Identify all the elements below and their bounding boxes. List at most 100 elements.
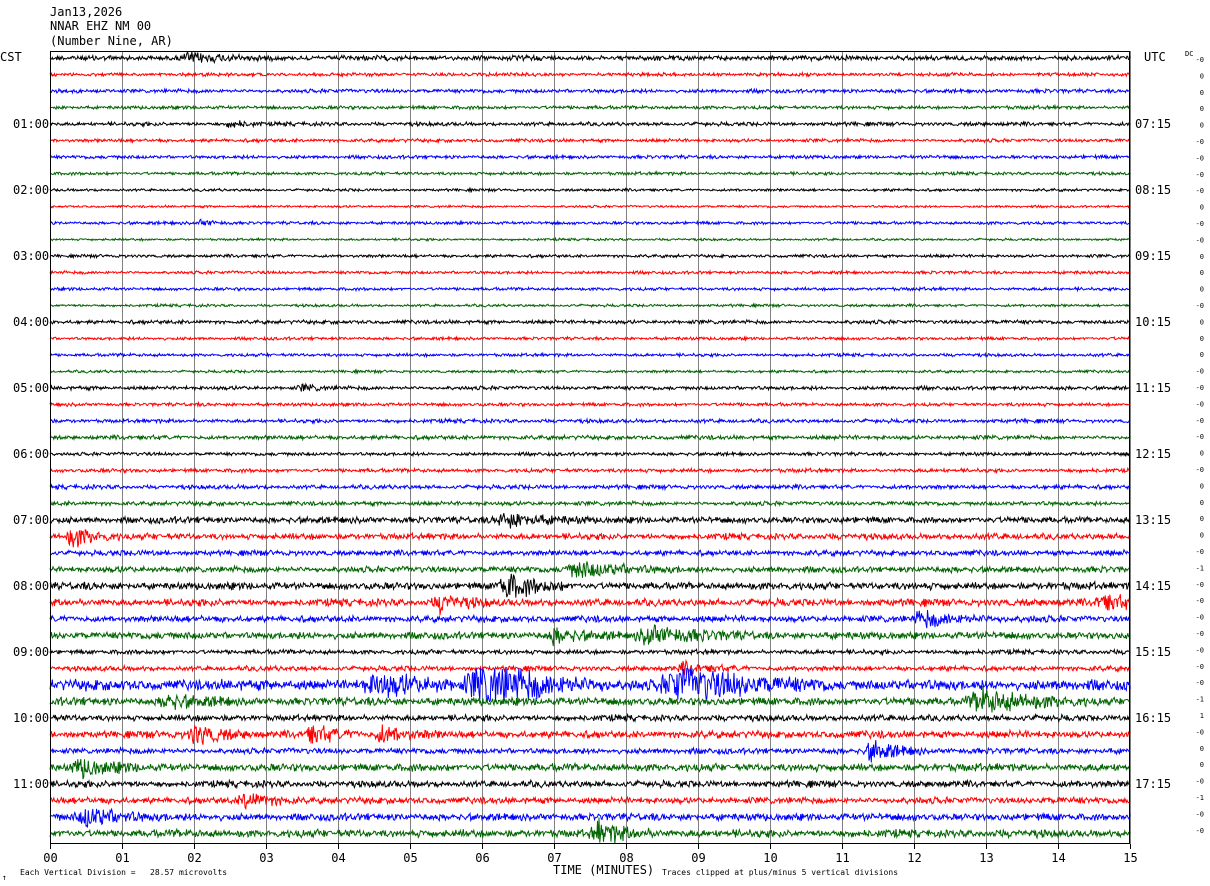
trace-row-5 [49, 136, 1131, 144]
trace-row-43 [49, 759, 1131, 780]
right-hour-label-3: 09:15 [1135, 249, 1171, 263]
x-tick-label-00: 00 [43, 851, 57, 865]
dc-offset-10: -0 [1196, 220, 1204, 228]
dc-offset-17: 0 [1200, 335, 1204, 343]
x-axis-ticks: 00 01 02 03 04 05 06 07 08 09 10 11 12 13 14 15 [43, 844, 1138, 865]
trace-row-16 [49, 318, 1131, 326]
x-tick-label-11: 11 [835, 851, 849, 865]
trace-row-31 [49, 561, 1131, 578]
dc-offset-1: 0 [1200, 72, 1204, 80]
x-tick-label-09: 09 [691, 851, 705, 865]
dc-offset-44: -0 [1196, 778, 1204, 786]
dc-offset-43: 0 [1200, 761, 1204, 769]
dc-offset-31: -1 [1196, 564, 1204, 572]
dc-offset-16: 0 [1200, 318, 1204, 326]
left-hour-label-7: 07:00 [13, 513, 49, 527]
trace-row-18 [49, 351, 1131, 359]
x-tick-label-02: 02 [187, 851, 201, 865]
scale-note: Each Vertical Division = 28.57 microvolt… [20, 868, 227, 877]
dc-offset-34: -0 [1196, 614, 1204, 622]
dc-offset-36: -0 [1196, 646, 1204, 654]
dc-offset-37: -0 [1196, 663, 1204, 671]
minute-grid [50, 51, 1131, 844]
trace-row-8 [49, 186, 1131, 194]
left-hour-label-4: 04:00 [13, 315, 49, 329]
x-tick-label-08: 08 [619, 851, 633, 865]
dc-offset-42: 0 [1200, 745, 1204, 753]
left-hour-label-9: 09:00 [13, 645, 49, 659]
dc-offset-19: -0 [1196, 368, 1204, 376]
dc-offset-28: 0 [1200, 515, 1204, 523]
dc-offset-3: 0 [1200, 105, 1204, 113]
trace-row-28 [49, 513, 1131, 529]
header-date: Jan13,2026 [50, 5, 122, 19]
right-hour-label-8: 14:15 [1135, 579, 1171, 593]
trace-row-24 [49, 450, 1131, 458]
trace-row-47 [49, 817, 1131, 844]
dc-offset-11: -0 [1196, 236, 1204, 244]
x-tick-label-12: 12 [907, 851, 921, 865]
trace-row-3 [49, 103, 1131, 112]
dc-offset-38: -0 [1196, 679, 1204, 687]
trace-row-17 [49, 334, 1131, 342]
x-axis-label: TIME (MINUTES) [553, 863, 654, 877]
dc-offset-5: -0 [1196, 138, 1204, 146]
trace-row-46 [49, 808, 1131, 828]
dc-offset-24: 0 [1200, 450, 1204, 458]
dc-offset-25: -0 [1196, 466, 1204, 474]
trace-row-9 [49, 204, 1131, 209]
trace-row-32 [49, 573, 1131, 598]
trace-row-15 [49, 302, 1131, 309]
dc-offset-45: -1 [1196, 794, 1204, 802]
trace-row-26 [49, 482, 1131, 492]
left-hour-label-8: 08:00 [13, 579, 49, 593]
dc-column-label: DC [1185, 50, 1193, 58]
trace-row-25 [49, 466, 1131, 475]
trace-row-7 [49, 169, 1131, 177]
trace-row-38 [49, 667, 1131, 703]
trace-row-30 [49, 548, 1131, 558]
trace-row-21 [49, 400, 1131, 408]
dc-offset-18: 0 [1200, 351, 1204, 359]
dc-offset-40: 1 [1200, 712, 1204, 720]
left-hour-label-11: 11:00 [13, 777, 49, 791]
right-hour-label-4: 10:15 [1135, 315, 1171, 329]
left-hour-labels: 01:00 02:00 03:00 04:00 05:00 06:00 07:00 08:00… [13, 117, 49, 791]
x-tick-label-07: 07 [547, 851, 561, 865]
trace-row-34 [49, 609, 1131, 629]
trace-row-36 [49, 647, 1131, 657]
left-timezone-label: CST [0, 50, 22, 64]
trace-row-41 [49, 724, 1131, 745]
clip-note: Traces clipped at plus/minus 5 vertical … [662, 868, 898, 877]
dc-offset-35: -0 [1196, 630, 1204, 638]
x-tick-label-03: 03 [259, 851, 273, 865]
header-station: NNAR EHZ NM 00 [50, 19, 151, 33]
left-hour-label-1: 01:00 [13, 117, 49, 131]
trace-row-37 [49, 658, 1131, 676]
header: Jan13,2026 NNAR EHZ NM 00 (Number Nine, … [50, 5, 173, 48]
seismic-traces [49, 51, 1131, 844]
dc-offset-7: -0 [1196, 171, 1204, 179]
right-hour-label-1: 07:15 [1135, 117, 1171, 131]
dc-offset-23: -0 [1196, 433, 1204, 441]
right-hour-label-5: 11:15 [1135, 381, 1171, 395]
dc-offset-2: 0 [1200, 89, 1204, 97]
right-hour-label-11: 17:15 [1135, 777, 1171, 791]
trace-row-14 [49, 285, 1131, 293]
x-tick-label-10: 10 [763, 851, 777, 865]
left-hour-label-5: 05:00 [13, 381, 49, 395]
dc-offset-27: 0 [1200, 499, 1204, 507]
plot-frame [50, 51, 1130, 844]
dc-offset-21: -0 [1196, 400, 1204, 408]
dc-offset-46: -0 [1196, 810, 1204, 818]
x-tick-label-06: 06 [475, 851, 489, 865]
corner-mark: ↑ [2, 873, 7, 882]
dc-offset-32: -0 [1196, 581, 1204, 589]
right-hour-label-2: 08:15 [1135, 183, 1171, 197]
dc-offset-20: -0 [1196, 384, 1204, 392]
right-hour-label-9: 15:15 [1135, 645, 1171, 659]
dc-offset-22: -0 [1196, 417, 1204, 425]
trace-row-35 [49, 624, 1131, 647]
dc-offset-30: -0 [1196, 548, 1204, 556]
